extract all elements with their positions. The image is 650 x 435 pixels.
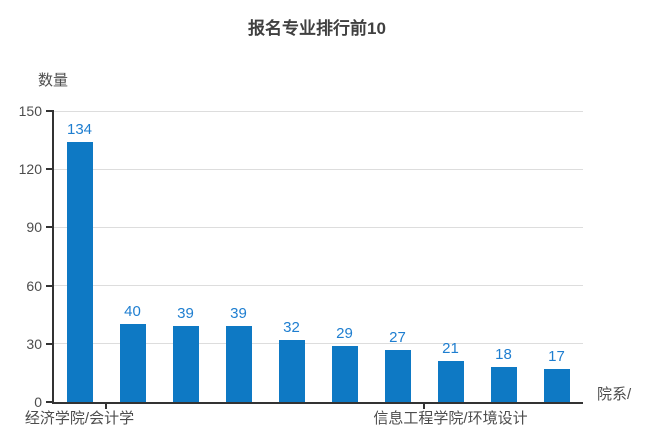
gridline	[53, 285, 583, 287]
bar[interactable]	[384, 350, 411, 402]
x-axis-category-label: 信息工程学院/环境设计	[373, 410, 528, 427]
y-axis-tick	[46, 226, 53, 229]
y-axis-tick	[46, 401, 53, 403]
bar[interactable]	[172, 326, 199, 402]
bar-value-label: 18	[495, 346, 512, 363]
bar[interactable]	[66, 142, 93, 402]
x-axis-tick	[105, 402, 107, 409]
bar[interactable]	[119, 324, 146, 402]
x-axis-line	[52, 402, 583, 404]
y-axis-line	[52, 110, 54, 402]
y-axis-tick-label: 60	[26, 277, 42, 294]
gridline	[53, 110, 583, 112]
bar-value-label: 40	[124, 303, 141, 320]
y-axis-tick	[46, 168, 53, 171]
bar-value-label: 39	[177, 305, 194, 322]
y-axis-tick-label: 150	[18, 103, 42, 119]
bar-value-label: 134	[66, 121, 93, 138]
bar-value-label: 17	[548, 348, 565, 365]
y-axis-name: 数量	[38, 72, 69, 89]
y-axis-tick-label: 30	[26, 335, 42, 352]
bar-value-label: 29	[336, 325, 353, 342]
bar[interactable]	[331, 346, 358, 402]
bar[interactable]	[490, 367, 517, 402]
gridline	[53, 343, 583, 345]
y-axis-tick-label: 90	[26, 219, 42, 236]
x-axis-category-label: 经济学院/会计学	[24, 410, 135, 427]
y-axis-tick	[46, 342, 53, 345]
bar-value-label: 27	[389, 329, 406, 346]
x-axis-tick	[423, 402, 425, 409]
bar[interactable]	[278, 340, 305, 402]
bar-value-label: 32	[283, 319, 300, 336]
gridline	[53, 168, 583, 170]
bar-value-label: 39	[230, 305, 247, 322]
y-axis-tick-label: 0	[34, 394, 42, 410]
y-axis-tick	[46, 284, 53, 287]
bar[interactable]	[225, 326, 252, 402]
gridline	[53, 226, 583, 228]
x-axis-name: 院系/	[597, 386, 632, 403]
bar-value-label: 21	[442, 340, 459, 357]
y-axis-tick-label: 120	[18, 161, 42, 178]
chart-title: 报名专业排行前10	[248, 19, 386, 38]
bar[interactable]	[437, 361, 464, 402]
y-axis-tick	[46, 110, 53, 112]
bar[interactable]	[543, 369, 570, 402]
